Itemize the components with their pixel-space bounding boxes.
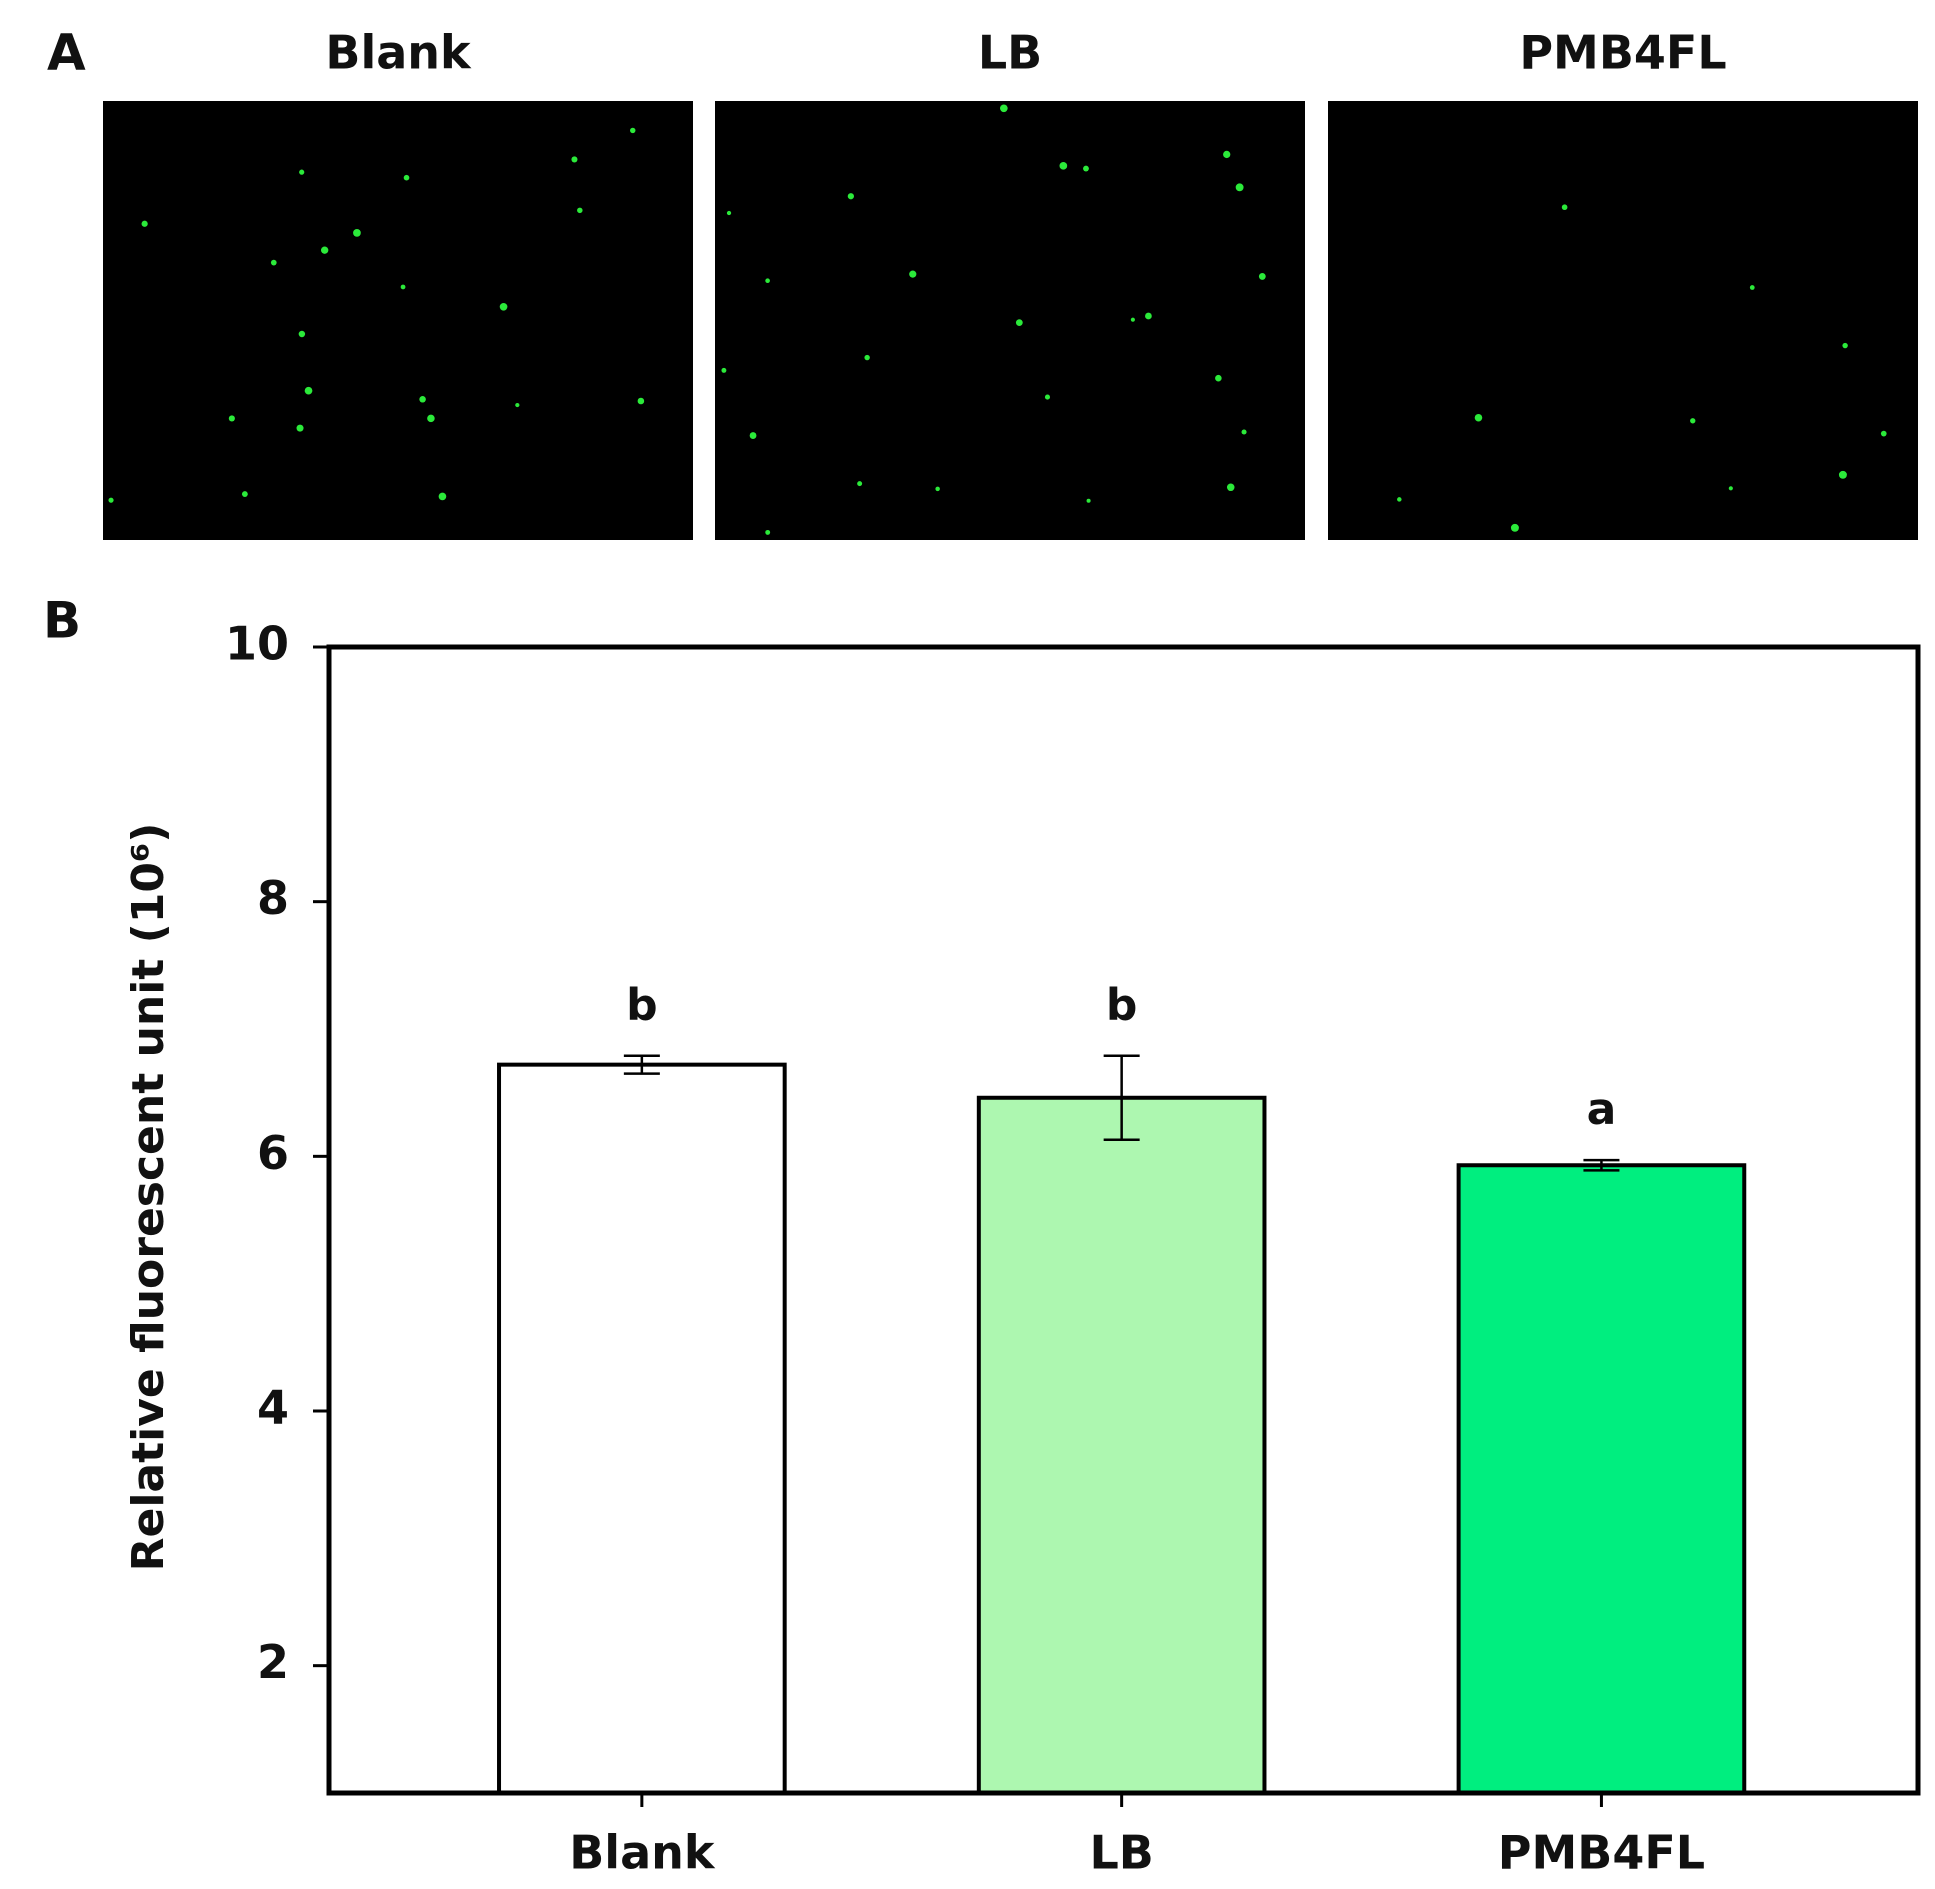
fluorescent-cell [1561, 204, 1568, 211]
fluorescent-cell [1510, 523, 1519, 532]
fluorescent-cell [270, 259, 277, 266]
significance-label: b [1106, 980, 1138, 1031]
fluorescent-cell [857, 481, 863, 487]
fluorescent-cell [304, 386, 313, 395]
fluorescent-cell [1728, 486, 1733, 491]
fluorescent-cell [1130, 317, 1135, 322]
fluorescent-cell [1397, 497, 1402, 502]
fluorescent-cell [1226, 483, 1235, 492]
fluorescent-cell [864, 354, 870, 361]
fluorescent-cell [1215, 374, 1222, 382]
fluorescent-cell [298, 330, 306, 338]
fluorescent-cell [1474, 413, 1483, 422]
x-tick-label: Blank [569, 1826, 716, 1880]
y-axis-label: Relative fluorescent unit (10⁶) [123, 823, 174, 1572]
y-tick-label: 8 [257, 871, 289, 925]
fluorescent-cell [571, 156, 578, 163]
fluorescent-cell [1083, 165, 1089, 172]
error-bar [623, 1054, 660, 1075]
y-tick-label: 6 [257, 1126, 289, 1180]
image-title: PMB4FL [1519, 26, 1726, 80]
fluorescent-cell [1749, 285, 1755, 290]
significance-label: b [626, 980, 658, 1031]
y-tick-label: 4 [257, 1381, 289, 1435]
fluorescent-cell [726, 210, 732, 216]
fluorescent-cell [1059, 161, 1068, 170]
error-bar [1583, 1158, 1620, 1172]
fluorescent-cell [765, 529, 771, 535]
fluorescent-cell [1000, 104, 1008, 113]
fluorescent-cell [630, 127, 636, 134]
fluorescent-cell [1223, 150, 1231, 159]
fluorescent-cell [353, 229, 361, 237]
micrograph [1328, 101, 1918, 540]
fluorescent-cell [499, 302, 508, 311]
fluorescent-cell [141, 220, 148, 227]
fluorescent-cell [1015, 319, 1023, 326]
fluorescent-cell [1258, 272, 1266, 280]
fluorescent-cell [400, 284, 406, 290]
fluorescent-cell [721, 367, 727, 373]
y-tick-label: 10 [225, 617, 289, 671]
significance-label: a [1587, 1084, 1617, 1135]
fluorescent-cell [299, 169, 305, 175]
image-title: Blank [325, 26, 472, 80]
fluorescent-cell [296, 424, 304, 432]
fluorescent-cell [1842, 342, 1848, 349]
micrograph [103, 101, 693, 540]
panel-label: B [43, 592, 81, 650]
panel-label: A [47, 24, 86, 82]
fluorescent-cell [935, 486, 940, 492]
fluorescent-cell [108, 497, 114, 503]
fluorescent-cell [241, 491, 248, 497]
plot-frame [326, 644, 1921, 1796]
bar [497, 1062, 787, 1795]
fluorescent-cell [228, 415, 235, 422]
fluorescent-cell [749, 432, 757, 439]
fluorescent-cell [637, 397, 645, 405]
fluorescent-cell [403, 174, 410, 181]
micrograph [715, 101, 1305, 540]
fluorescent-cell [577, 207, 583, 214]
error-bar [1103, 1054, 1140, 1142]
fluorescent-cell [1086, 498, 1091, 503]
fluorescent-cell [1241, 429, 1247, 435]
fluorescent-cell [1838, 470, 1847, 479]
x-tick-label: PMB4FL [1498, 1826, 1705, 1880]
y-tick-label: 2 [257, 1635, 289, 1689]
fluorescent-cell [320, 246, 329, 254]
fluorescent-cell [847, 193, 855, 200]
fluorescent-cell [765, 278, 770, 284]
fluorescent-cell [909, 270, 917, 278]
fluorescent-cell [1690, 418, 1696, 424]
fluorescent-cell [1880, 430, 1887, 437]
fluorescent-cell [1044, 394, 1051, 400]
x-tick-label: LB [1089, 1826, 1153, 1880]
fluorescent-cell [419, 396, 426, 403]
fluorescent-cell [1145, 312, 1152, 320]
bar [1456, 1163, 1747, 1796]
image-title: LB [978, 26, 1042, 80]
fluorescent-cell [427, 414, 435, 423]
fluorescent-cell [438, 492, 447, 501]
fluorescent-cell [1235, 183, 1244, 192]
bar [976, 1095, 1267, 1795]
fluorescent-cell [515, 402, 520, 408]
